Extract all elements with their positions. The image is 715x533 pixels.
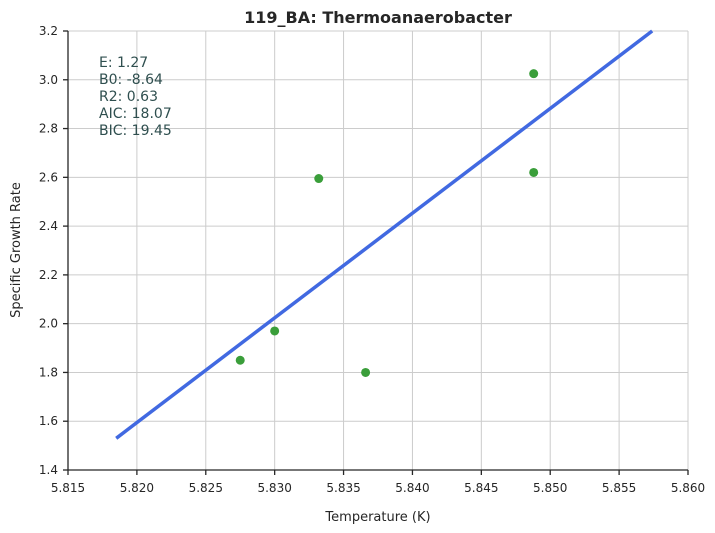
x-tick-label: 5.850: [533, 481, 567, 495]
y-tick-label: 2.0: [39, 317, 58, 331]
y-tick-label: 1.4: [39, 463, 58, 477]
y-tick-label: 2.2: [39, 268, 58, 282]
data-point: [314, 174, 324, 184]
y-tick-label: 3.0: [39, 73, 58, 87]
x-tick-label: 5.825: [189, 481, 223, 495]
stats-line: AIC: 18.07: [99, 106, 172, 122]
chart-title: 119_BA: Thermoanaerobacter: [244, 8, 512, 27]
data-point: [529, 69, 539, 79]
series: [115, 29, 654, 440]
ticks: 5.815 5.820 5.825 5.830 5.835 5.840 5.845 5.850…: [39, 24, 705, 495]
y-tick-label: 3.2: [39, 24, 58, 38]
stats-line: R2: 0.63: [99, 89, 158, 105]
data-point: [270, 326, 280, 336]
x-tick-label: 5.855: [602, 481, 636, 495]
x-axis-label: Temperature (K): [324, 510, 430, 525]
y-tick-label: 2.6: [39, 170, 58, 184]
x-tick-label: 5.815: [51, 481, 85, 495]
fit-line: [115, 29, 654, 440]
y-tick-label: 2.8: [39, 122, 58, 136]
x-tick-label: 5.845: [464, 481, 498, 495]
axes: [67, 31, 688, 471]
x-tick-label: 5.835: [326, 481, 360, 495]
y-axis-label: Specific Growth Rate: [9, 182, 24, 318]
data-point: [235, 355, 245, 365]
x-tick-label: 5.860: [671, 481, 705, 495]
y-tick-label: 1.6: [39, 414, 58, 428]
stats-line: E: 1.27: [99, 55, 148, 71]
data-point: [361, 367, 371, 377]
y-tick-label: 1.8: [39, 365, 58, 379]
x-tick-label: 5.840: [395, 481, 429, 495]
data-point: [529, 167, 539, 177]
stats-line: B0: -8.64: [99, 72, 163, 88]
y-tick-label: 2.4: [39, 219, 58, 233]
x-tick-label: 5.830: [257, 481, 291, 495]
x-tick-label: 5.820: [120, 481, 154, 495]
stats-line: BIC: 19.45: [99, 123, 172, 139]
